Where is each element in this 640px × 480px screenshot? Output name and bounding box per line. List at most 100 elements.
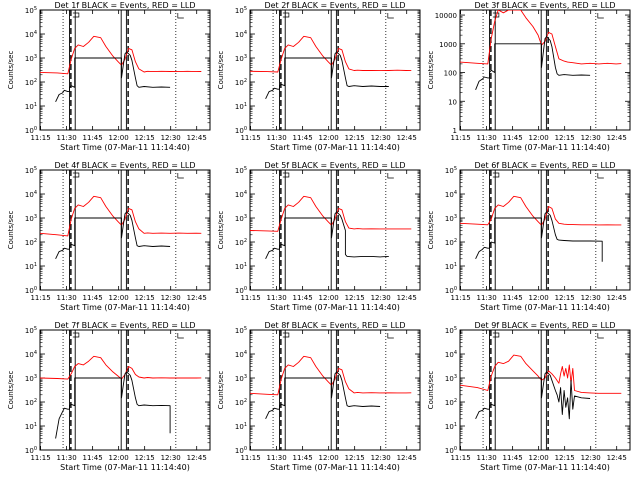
x-tick-label: 12:15 bbox=[345, 454, 365, 462]
x-axis-label: Start Time (07-Mar-11 11:14:40) bbox=[60, 143, 190, 152]
marker-flag bbox=[177, 13, 184, 19]
events-line bbox=[265, 371, 381, 419]
lld-line bbox=[460, 354, 622, 394]
plot-frame bbox=[39, 9, 211, 131]
y-tick-label: 100 bbox=[25, 126, 37, 135]
y-tick-label: 103 bbox=[25, 374, 37, 383]
y-tick-label: 100 bbox=[445, 446, 457, 455]
marker-flag bbox=[282, 172, 290, 178]
chart-panel-5: Det 5f BLACK = Events, RED = LLD Start Ti… bbox=[217, 161, 421, 312]
x-tick-label: 12:45 bbox=[607, 134, 627, 142]
marker-flag bbox=[492, 172, 500, 178]
plot-frame bbox=[39, 329, 211, 451]
x-tick-label: 12:15 bbox=[555, 454, 575, 462]
x-tick-label: 11:30 bbox=[477, 294, 497, 302]
x-tick-label: 11:45 bbox=[503, 294, 523, 302]
x-tick-label: 11:30 bbox=[267, 294, 287, 302]
y-tick-label: 104 bbox=[445, 190, 457, 199]
y-axis-label: Counts/sec bbox=[7, 211, 15, 250]
chart-title: Det 1f BLACK = Events, RED = LLD bbox=[54, 1, 195, 10]
x-tick-label: 11:30 bbox=[477, 134, 497, 142]
x-tick-label: 12:15 bbox=[135, 134, 155, 142]
x-tick-label: 12:00 bbox=[319, 454, 339, 462]
y-tick-label: 103 bbox=[445, 214, 457, 223]
y-tick-label: 102 bbox=[445, 238, 457, 247]
y-tick-label: 101 bbox=[235, 262, 247, 271]
x-tick-label: 12:45 bbox=[607, 454, 627, 462]
x-tick-label: 11:45 bbox=[293, 134, 313, 142]
y-axis-label: Counts/sec bbox=[217, 51, 225, 90]
y-tick-label: 102 bbox=[25, 238, 37, 247]
lld-line bbox=[40, 195, 202, 237]
chart-title: Det 4f BLACK = Events, RED = LLD bbox=[54, 161, 195, 170]
y-tick-label: 103 bbox=[235, 54, 247, 63]
y-tick-label: 101 bbox=[235, 422, 247, 431]
lld-line bbox=[40, 355, 202, 380]
y-axis-label: Counts/sec bbox=[217, 371, 225, 410]
events-line bbox=[475, 36, 591, 90]
y-tick-label: 100 bbox=[25, 446, 37, 455]
y-tick-label: 1 bbox=[453, 127, 457, 135]
y-axis-label: Counts/sec bbox=[7, 371, 15, 410]
x-tick-label: 11:30 bbox=[267, 134, 287, 142]
x-tick-label: 11:30 bbox=[57, 134, 77, 142]
x-tick-label: 11:15 bbox=[240, 134, 260, 142]
y-tick-label: 103 bbox=[235, 214, 247, 223]
marker-flag bbox=[177, 173, 184, 179]
y-tick-label: 102 bbox=[445, 398, 457, 407]
x-tick-label: 11:30 bbox=[57, 294, 77, 302]
x-axis-label: Start Time (07-Mar-11 11:14:40) bbox=[270, 303, 400, 312]
x-tick-label: 12:30 bbox=[161, 454, 181, 462]
y-tick-label: 105 bbox=[25, 6, 37, 15]
y-tick-label: 101 bbox=[445, 422, 457, 431]
x-tick-label: 11:45 bbox=[293, 454, 313, 462]
x-tick-label: 12:30 bbox=[161, 134, 181, 142]
marker-flag bbox=[387, 173, 394, 179]
series-group bbox=[40, 195, 202, 259]
marker-flag bbox=[387, 13, 394, 19]
series-group bbox=[40, 355, 202, 439]
chart-panel-9: Det 9f BLACK = Events, RED = LLD Start Ti… bbox=[427, 321, 631, 472]
marker-flag bbox=[282, 332, 290, 338]
events-line bbox=[475, 371, 591, 420]
y-tick-label: 104 bbox=[445, 350, 457, 359]
x-tick-label: 12:15 bbox=[345, 134, 365, 142]
marker-flag bbox=[72, 12, 80, 18]
x-tick-label: 11:15 bbox=[30, 454, 50, 462]
y-tick-label: 103 bbox=[25, 214, 37, 223]
chart-panel-8: Det 8f BLACK = Events, RED = LLD Start Ti… bbox=[217, 321, 421, 472]
y-tick-label: 102 bbox=[235, 78, 247, 87]
lld-line bbox=[250, 355, 412, 396]
lld-line bbox=[460, 195, 622, 226]
chart-panel-2: Det 2f BLACK = Events, RED = LLD Start Ti… bbox=[217, 1, 421, 152]
x-tick-label: 12:30 bbox=[581, 454, 601, 462]
marker-flag bbox=[387, 333, 394, 339]
x-tick-label: 11:45 bbox=[83, 294, 103, 302]
y-tick-label: 101 bbox=[25, 262, 37, 271]
x-axis-label: Start Time (07-Mar-11 11:14:40) bbox=[60, 303, 190, 312]
chart-panel-4: Det 4f BLACK = Events, RED = LLD Start Ti… bbox=[7, 161, 211, 312]
lld-line bbox=[250, 35, 412, 73]
series-group bbox=[250, 195, 412, 259]
x-tick-label: 11:45 bbox=[293, 294, 313, 302]
chart-title: Det 6f BLACK = Events, RED = LLD bbox=[474, 161, 615, 170]
y-tick-label: 102 bbox=[235, 238, 247, 247]
marker-flag bbox=[597, 173, 604, 179]
series-group bbox=[250, 35, 412, 99]
plot-frame bbox=[39, 169, 211, 291]
x-tick-label: 12:30 bbox=[371, 454, 391, 462]
x-tick-label: 11:45 bbox=[503, 134, 523, 142]
y-tick-label: 100 bbox=[235, 286, 247, 295]
x-tick-label: 11:15 bbox=[240, 454, 260, 462]
x-axis-label: Start Time (07-Mar-11 11:14:40) bbox=[270, 143, 400, 152]
x-tick-label: 12:45 bbox=[607, 294, 627, 302]
y-tick-label: 104 bbox=[235, 30, 247, 39]
x-tick-label: 12:45 bbox=[397, 294, 417, 302]
x-tick-label: 12:45 bbox=[187, 454, 207, 462]
x-tick-label: 12:00 bbox=[109, 454, 129, 462]
x-tick-label: 12:15 bbox=[135, 294, 155, 302]
y-tick-label: 101 bbox=[235, 102, 247, 111]
x-axis-label: Start Time (07-Mar-11 11:14:40) bbox=[60, 463, 190, 472]
series-group bbox=[40, 35, 202, 102]
